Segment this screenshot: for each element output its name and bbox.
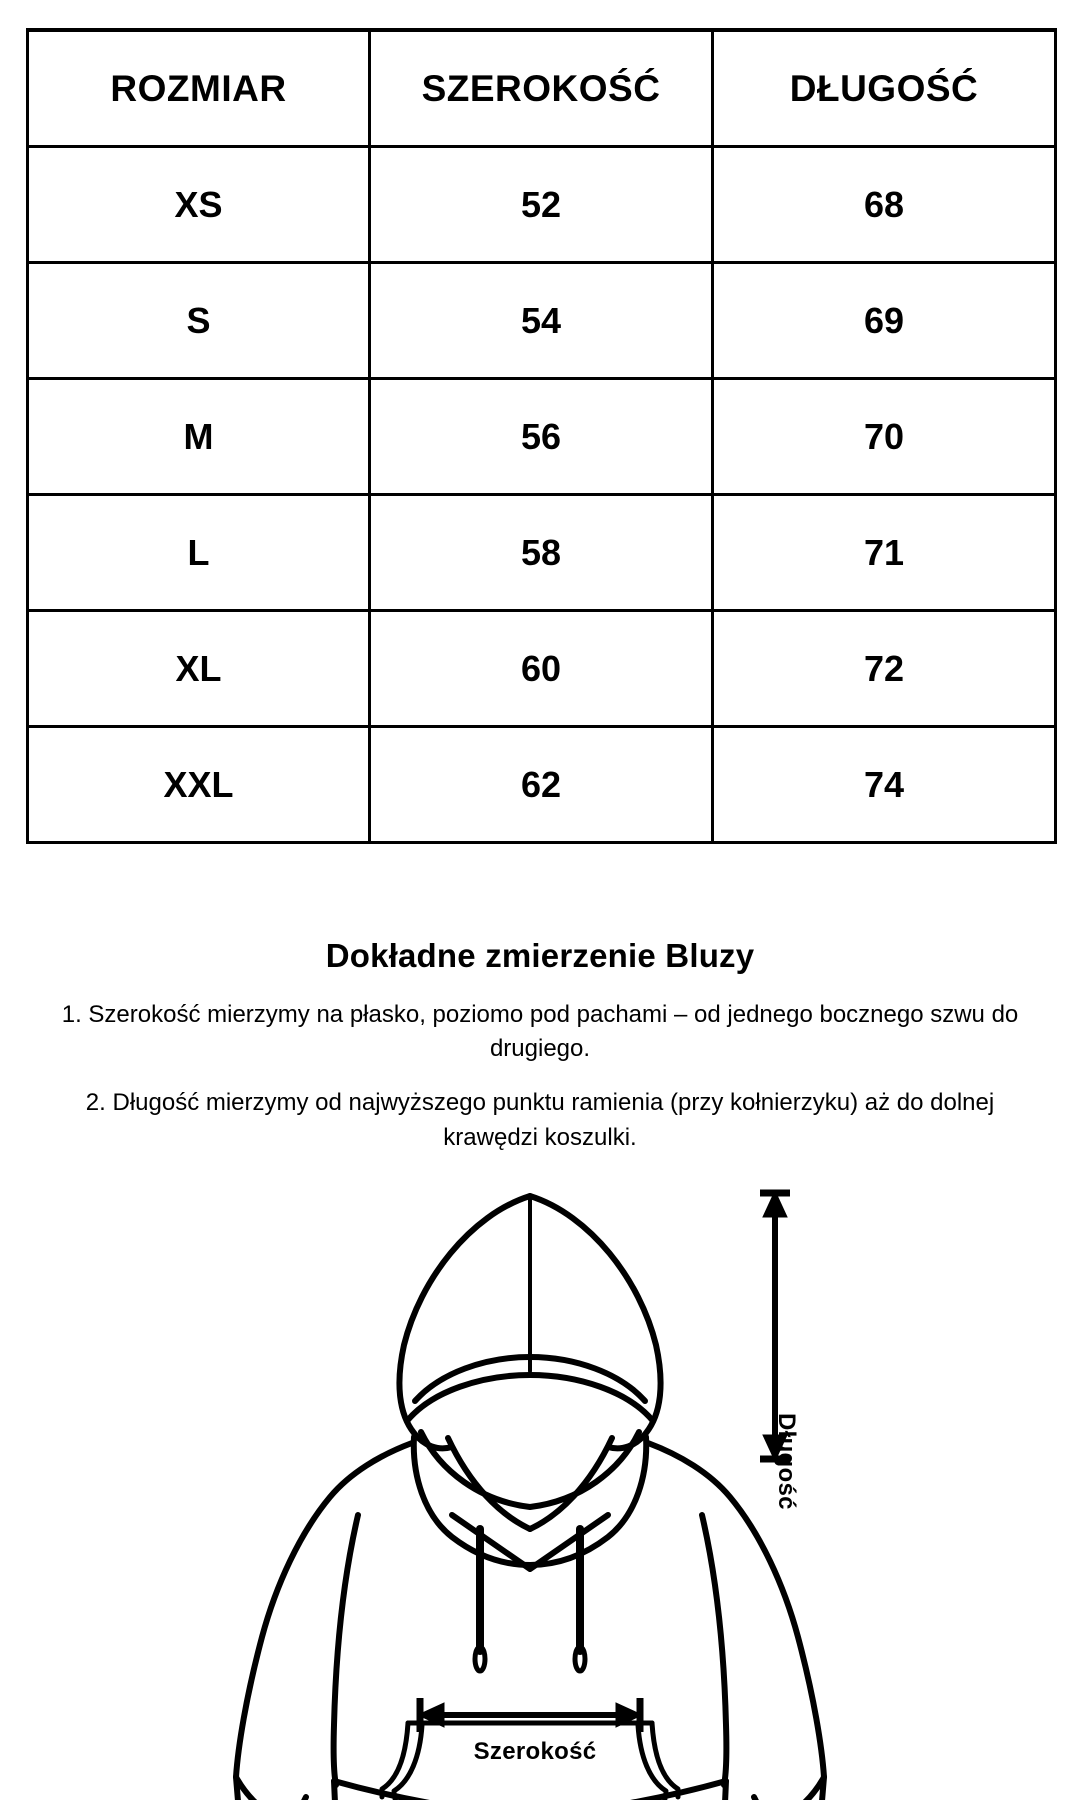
hood-fold-left <box>445 1435 533 1532</box>
hoodie-diagram <box>0 1185 1080 1800</box>
length-dimension-group <box>760 1189 790 1463</box>
width-arrow-head-left <box>416 1702 445 1728</box>
size-chart-table: ROZMIAR SZEROKOŚĆ DŁUGOŚĆ XS 52 68 S 54 … <box>26 28 1057 844</box>
table-header-row: ROZMIAR SZEROKOŚĆ DŁUGOŚĆ <box>26 28 1057 148</box>
column-header-width: SZEROKOŚĆ <box>368 28 714 148</box>
instruction-item-1: 1. Szerokość mierzymy na płasko, poziomo… <box>61 1001 1019 1063</box>
hoodie-outline-group <box>233 1193 827 1800</box>
width-arrow-head-right <box>615 1702 644 1728</box>
cell-length: 71 <box>711 493 1057 612</box>
aglet-right <box>572 1644 588 1674</box>
instruction-item-2: 2. Długość mierzymy od najwyższego punkt… <box>85 1089 995 1151</box>
hood-rim-lower <box>404 1372 656 1424</box>
cell-width: 62 <box>368 725 714 844</box>
pocket-left-outer <box>379 1720 411 1800</box>
column-header-size: ROZMIAR <box>26 28 371 148</box>
hoodie-illustration-svg <box>233 1189 827 1800</box>
cell-width: 58 <box>368 493 714 612</box>
cell-size: XL <box>26 609 371 728</box>
cuff-right-edge <box>819 1774 827 1800</box>
cuff-right-top <box>751 1774 827 1800</box>
measurement-instructions: Dokładne zmierzenie Bluzy 1. Szerokość m… <box>0 937 1080 1155</box>
cell-width: 56 <box>368 377 714 496</box>
cell-width: 54 <box>368 261 714 380</box>
size-chart-table-container: ROZMIAR SZEROKOŚĆ DŁUGOŚĆ XS 52 68 S 54 … <box>26 28 1057 844</box>
length-dimension-label: Długość <box>773 1413 800 1510</box>
width-dimension-label: Szerokość <box>473 1738 597 1765</box>
body-right-side-seam <box>699 1512 730 1788</box>
table-row: XS 52 68 <box>26 145 1057 264</box>
hood-collar-band <box>410 1434 650 1568</box>
table-row: M 56 70 <box>26 377 1057 496</box>
cell-width: 60 <box>368 609 714 728</box>
cell-size: L <box>26 493 371 612</box>
cell-length: 68 <box>711 145 1057 264</box>
cell-size: M <box>26 377 371 496</box>
body-left-side-seam <box>330 1512 361 1788</box>
cell-length: 72 <box>711 609 1057 728</box>
cuff-left-top <box>233 1774 309 1800</box>
cell-size: XXL <box>26 725 371 844</box>
pocket-right-outer <box>649 1720 681 1800</box>
width-dimension-group <box>416 1698 644 1732</box>
length-arrow-head-down <box>762 1434 788 1463</box>
column-header-length: DŁUGOŚĆ <box>711 28 1057 148</box>
pocket-right-inner <box>635 1722 669 1794</box>
hood-face-opening <box>418 1429 642 1510</box>
body-right-shoulder-sleeve <box>645 1440 827 1780</box>
cell-length: 70 <box>711 377 1057 496</box>
cell-width: 52 <box>368 145 714 264</box>
hem-left-cap <box>331 1778 338 1800</box>
length-arrow-head-up <box>762 1189 788 1218</box>
table-row: XXL 62 74 <box>26 725 1057 844</box>
aglet-left <box>472 1644 488 1674</box>
hood-fold-right <box>527 1435 615 1532</box>
table-row: S 54 69 <box>26 261 1057 380</box>
instructions-title: Dokładne zmierzenie Bluzy <box>325 937 755 974</box>
cell-length: 74 <box>711 725 1057 844</box>
cell-size: XS <box>26 145 371 264</box>
table-row: L 58 71 <box>26 493 1057 612</box>
cuff-left-edge <box>233 1774 241 1800</box>
neck-v-opening <box>449 1512 611 1572</box>
hem-top-line <box>331 1778 729 1800</box>
pocket-left-inner <box>391 1722 425 1794</box>
width-dimension-label-container: Szerokość <box>0 1738 1080 1766</box>
cell-length: 69 <box>711 261 1057 380</box>
table-row: XL 60 72 <box>26 609 1057 728</box>
body-left-shoulder-sleeve <box>233 1440 415 1780</box>
cell-size: S <box>26 261 371 380</box>
hem-right-cap <box>722 1778 729 1800</box>
